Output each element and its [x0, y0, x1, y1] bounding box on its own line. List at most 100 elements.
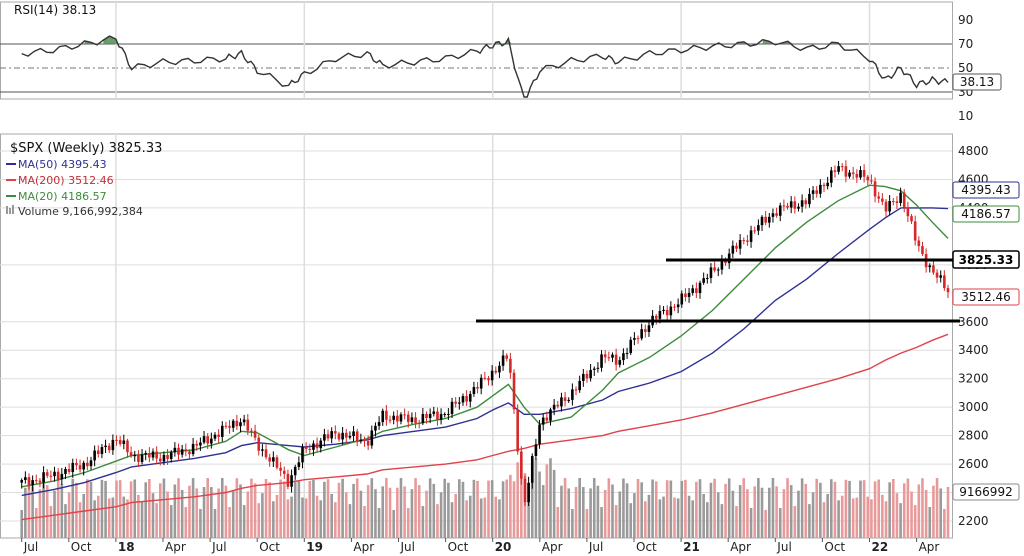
price-tick-3200: 3200: [958, 372, 989, 386]
volume-bar: [793, 506, 797, 538]
volume-bar: [695, 481, 698, 538]
volume-bar: [220, 478, 224, 538]
volume-bar: [607, 478, 611, 538]
candle-body: [939, 275, 943, 278]
volume-bar: [206, 478, 209, 538]
candle-body: [574, 389, 578, 391]
volume-bar: [571, 509, 574, 538]
candle-body: [421, 413, 425, 424]
candle-body: [24, 477, 27, 481]
volume-bar: [720, 504, 724, 538]
candle-body: [862, 170, 866, 177]
volume-bar: [472, 479, 476, 538]
volume-bar: [184, 507, 188, 538]
candle-body: [680, 293, 684, 305]
candle-body: [31, 480, 34, 486]
volume-bar: [381, 486, 385, 538]
candle-body: [410, 417, 414, 422]
candle-body: [34, 480, 38, 482]
volume-bar: [326, 479, 330, 538]
volume-bar: [891, 478, 895, 538]
volume-bar: [939, 488, 943, 538]
volume-bar: [789, 485, 793, 538]
volume-bar: [148, 478, 151, 538]
volume-bar: [654, 481, 658, 538]
volume-bar: [698, 479, 702, 538]
candle-body: [158, 458, 162, 462]
volume-bar: [137, 494, 140, 538]
candle-body: [505, 355, 509, 359]
candle-body: [392, 415, 395, 420]
candle-body: [906, 207, 910, 217]
candle-body: [239, 422, 242, 427]
volume-bar: [735, 506, 738, 538]
candle-body: [877, 196, 881, 199]
candle-body: [753, 230, 757, 232]
candle-body: [899, 192, 902, 204]
volume-bar: [808, 504, 811, 538]
candle-body: [822, 184, 826, 187]
candle-body: [826, 182, 829, 187]
candle-body: [290, 475, 293, 487]
volume-bar: [410, 489, 414, 538]
candle-body: [96, 450, 100, 454]
volume-bar: [727, 478, 731, 538]
candle-body: [202, 436, 206, 443]
volume-bar: [155, 503, 158, 538]
candle-body: [173, 447, 177, 453]
volume-bar: [662, 496, 665, 538]
volume-bar: [82, 493, 85, 538]
candle-body: [607, 357, 611, 359]
volume-bar: [158, 483, 162, 538]
volume-bar: [461, 481, 465, 538]
candle-body: [556, 404, 560, 407]
candle-body: [786, 205, 789, 208]
candle-body: [126, 440, 129, 453]
candle-body: [78, 465, 82, 470]
candle-body: [727, 253, 731, 264]
volume-bar: [830, 479, 833, 538]
candle-body: [775, 213, 778, 216]
volume-bar: [764, 509, 767, 538]
candle-body: [932, 265, 935, 273]
x-tick-Oct: Oct: [259, 540, 280, 554]
volume-bar: [611, 484, 614, 538]
volume-bar: [684, 479, 687, 538]
volume-bar: [162, 478, 166, 538]
candle-body: [282, 470, 286, 474]
candle-body: [49, 475, 53, 477]
volume-bar: [746, 489, 749, 538]
candle-body: [859, 170, 862, 178]
volume-bar: [932, 485, 935, 538]
volume-bar: [906, 478, 910, 538]
candle-body: [195, 443, 199, 446]
candle-body: [709, 267, 713, 278]
candle-body: [253, 430, 257, 438]
candle-body: [191, 443, 195, 455]
candle-body: [768, 216, 771, 223]
candle-body: [107, 445, 111, 451]
x-tick-Jul: Jul: [776, 540, 791, 554]
legend-ma50: MA(50) 4395.43: [18, 158, 107, 171]
candle-body: [417, 423, 421, 425]
tag-volume: 9166992: [959, 485, 1012, 499]
candle-body: [406, 414, 410, 422]
candle-body: [264, 449, 268, 458]
volume-bar: [140, 501, 144, 538]
volume-bar: [742, 478, 746, 538]
volume-bar: [323, 481, 326, 538]
candle-body: [731, 245, 735, 254]
volume-bar: [487, 480, 490, 538]
legend-ma20: MA(20) 4186.57: [18, 190, 107, 203]
volume-bar: [768, 487, 771, 538]
candle-body: [592, 368, 596, 370]
volume-bar: [476, 480, 479, 538]
candle-body: [199, 442, 202, 446]
volume-bar: [355, 478, 359, 538]
volume-bar: [797, 490, 800, 538]
volume-bar: [458, 479, 461, 538]
volume-bar: [414, 478, 417, 538]
candle-body: [374, 425, 377, 431]
volume-bar: [884, 501, 888, 538]
volume-bar: [946, 487, 950, 538]
